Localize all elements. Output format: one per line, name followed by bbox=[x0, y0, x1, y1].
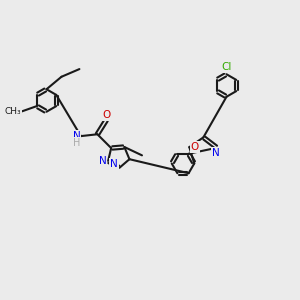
Text: CH₃: CH₃ bbox=[4, 107, 21, 116]
Text: N: N bbox=[99, 156, 106, 166]
Text: N: N bbox=[73, 131, 80, 141]
Text: N: N bbox=[110, 159, 118, 169]
Text: O: O bbox=[102, 110, 110, 120]
Text: H: H bbox=[73, 138, 80, 148]
Text: N: N bbox=[212, 148, 219, 158]
Text: Cl: Cl bbox=[221, 62, 232, 72]
Text: O: O bbox=[190, 142, 199, 152]
